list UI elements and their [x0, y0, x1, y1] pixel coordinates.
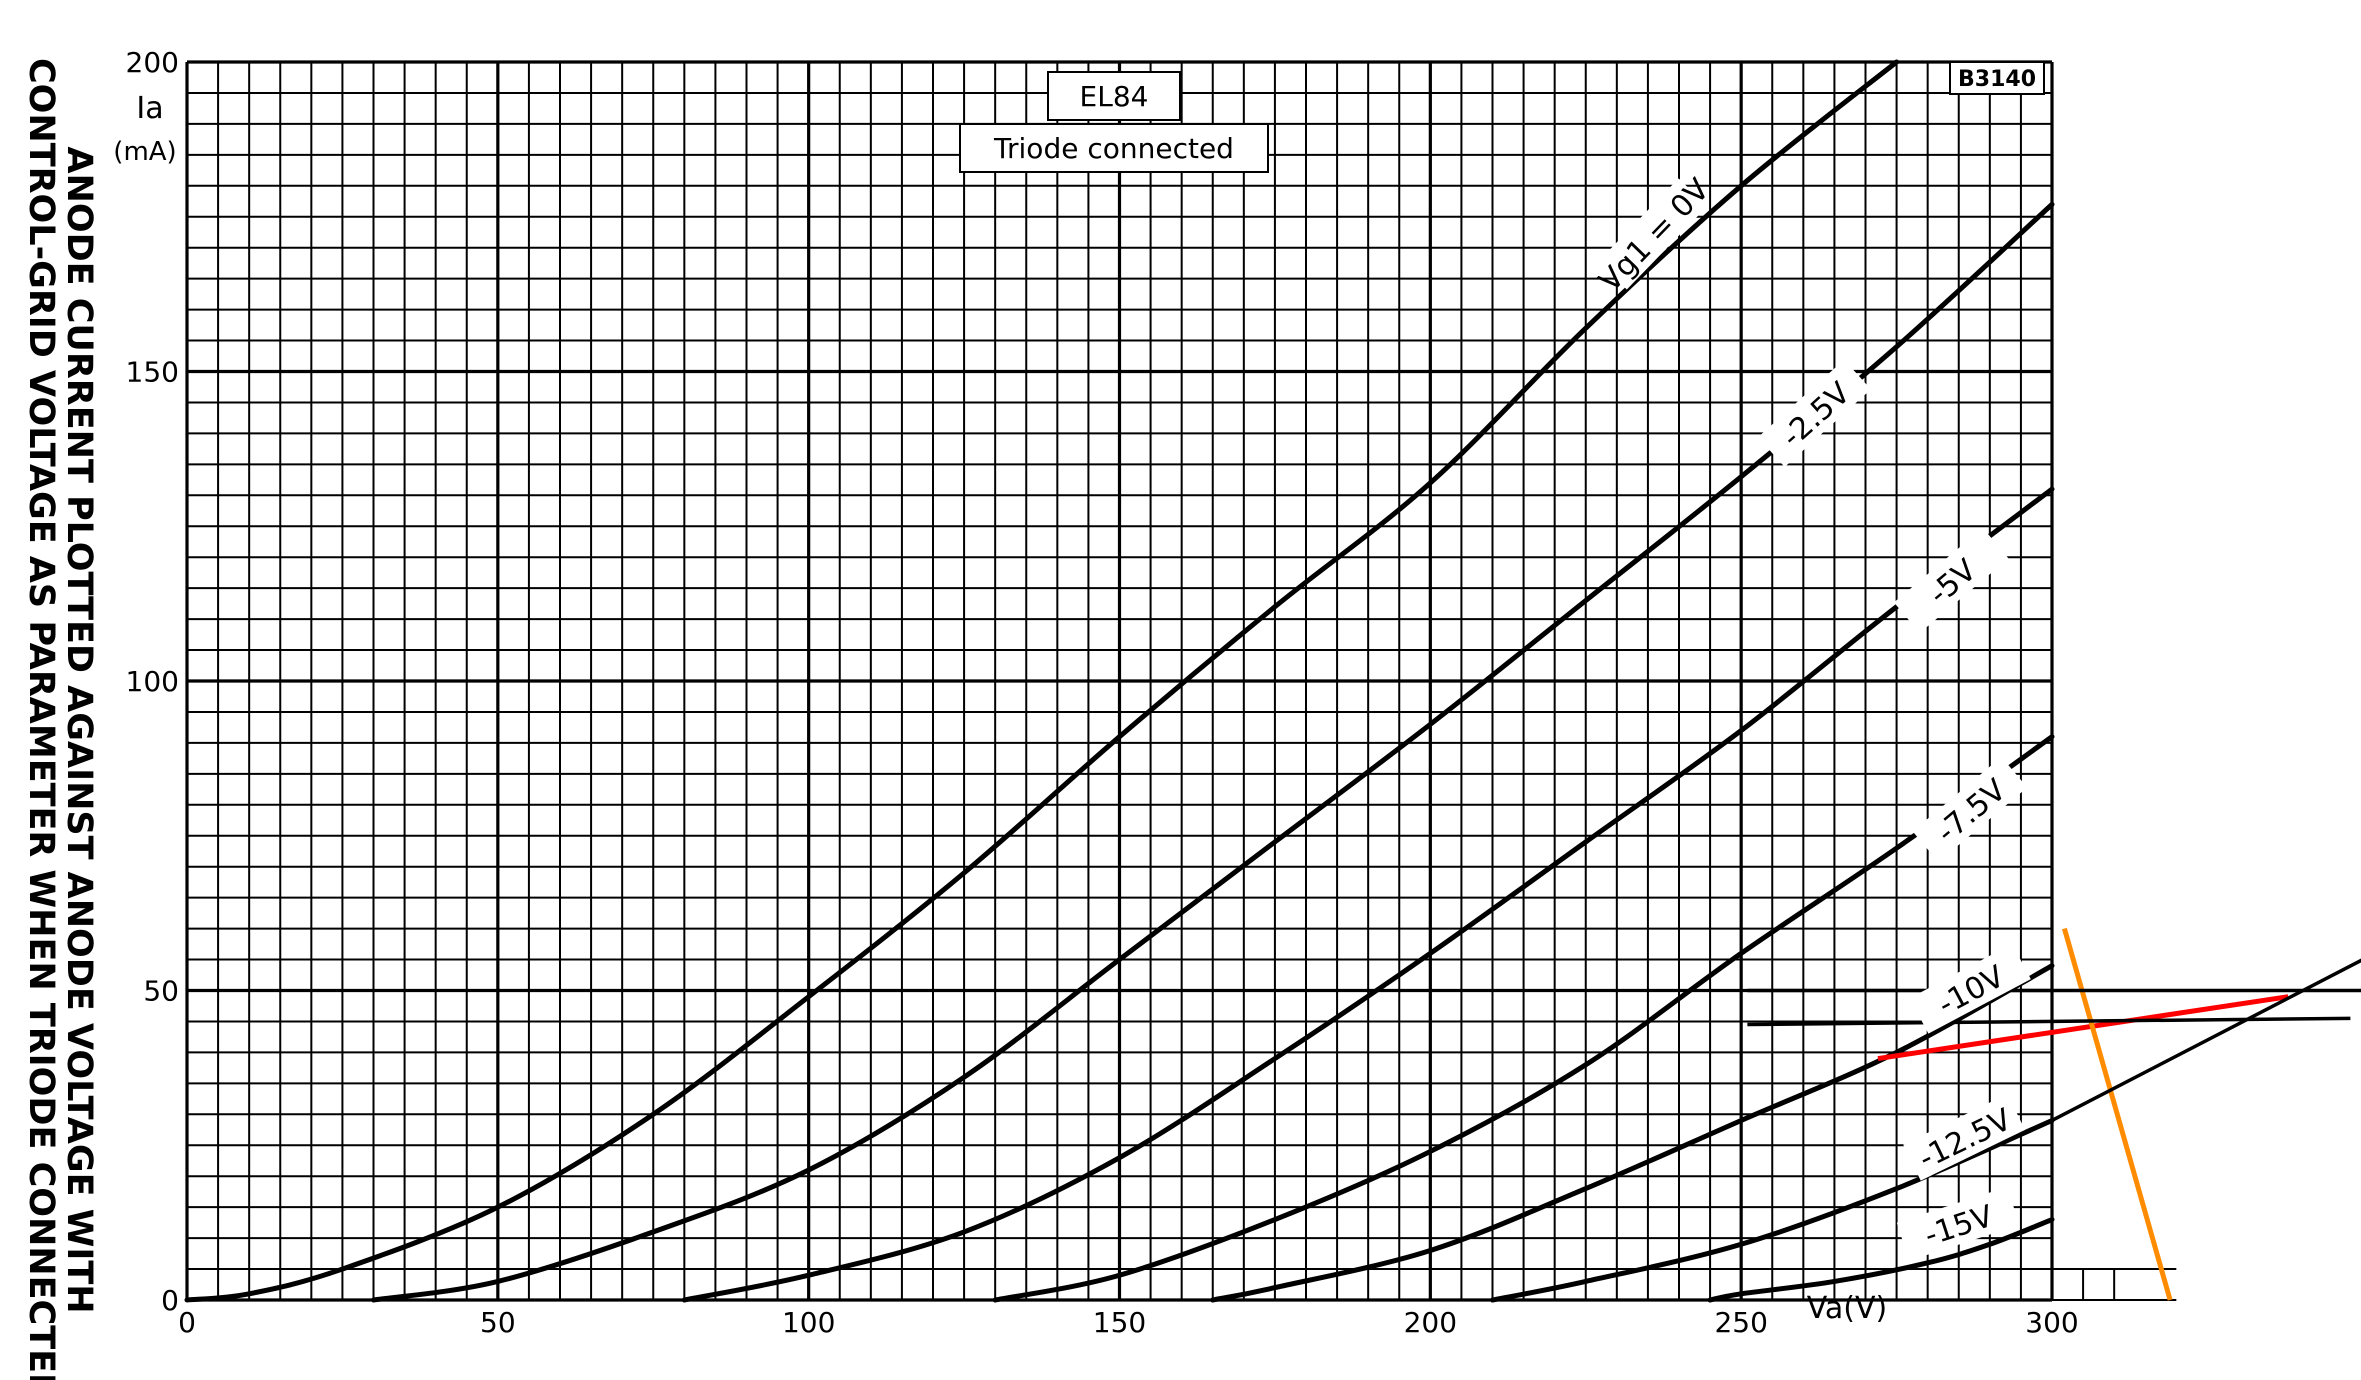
curve-labels: Vg1 = 0V-2.5V-5V-7.5V-10V-12.5V-15V	[1592, 172, 2031, 1261]
y-axis-label: Ia	[136, 91, 163, 126]
y-tick-label: 0	[161, 1284, 179, 1317]
x-axis-label: Va(V)	[1807, 1291, 1888, 1326]
curve-label-backdrop	[1893, 527, 2009, 634]
curve-label-backdrop	[1896, 1186, 2020, 1261]
side-title-line-1: ANODE CURRENT PLOTTED AGAINST ANODE VOLT…	[59, 146, 99, 1313]
curve-label-backdrop	[1909, 943, 2031, 1034]
chart-title: EL84	[1080, 80, 1149, 113]
tick-labels: 0 50 100 150 200 250 300 0 50 100 150 200	[126, 46, 2079, 1339]
x-tick-label: 300	[2025, 1306, 2078, 1339]
curve-group	[184, 59, 2055, 1303]
curve-label: Vg1 = 0V	[1592, 172, 1716, 299]
x-tick-label: 250	[1714, 1306, 1767, 1339]
figure-code: B3140	[1958, 67, 2036, 92]
annotation-lines	[1747, 927, 2361, 1301]
curve-label: -12.5V	[1913, 1102, 2017, 1177]
annotation-line-4	[1747, 1016, 2351, 1027]
curve-vg1-4	[1210, 963, 2055, 1303]
annotation-line-2	[2051, 958, 2361, 1123]
code-box: B3140	[1949, 61, 2045, 95]
side-title-line-2: CONTROL-GRID VOLTAGE AS PARAMETER WHEN T…	[21, 58, 61, 1380]
x-tick-label: 100	[782, 1306, 835, 1339]
code-frame	[1949, 61, 2045, 95]
subtitle-box: Triode connected	[959, 123, 1269, 173]
curve-vg1-0	[184, 59, 1900, 1303]
annotation-line-1	[2062, 927, 2173, 1301]
curve-vg1-6	[1707, 1217, 2055, 1303]
subtitle-frame	[959, 123, 1269, 173]
y-tick-label: 150	[126, 356, 179, 389]
side-title: ANODE CURRENT PLOTTED AGAINST ANODE VOLT…	[21, 58, 99, 1380]
x-tick-label: 50	[480, 1306, 516, 1339]
curve-vg1-2	[681, 486, 2055, 1303]
curve-vg1-5	[1490, 1117, 2055, 1303]
x-tick-label: 0	[178, 1306, 196, 1339]
curve-vg1-3	[992, 734, 2055, 1303]
y-tick-label: 100	[126, 665, 179, 698]
title-frame	[1047, 71, 1181, 121]
x-tick-label: 200	[1404, 1306, 1457, 1339]
x-tick-label: 150	[1093, 1306, 1146, 1339]
curve-label-backdrop	[1903, 1093, 2025, 1181]
title-box: EL84	[1047, 71, 1181, 121]
y-tick-label: 200	[126, 46, 179, 79]
chart-subtitle: Triode connected	[993, 132, 1234, 165]
curve-label-backdrop	[1912, 756, 2028, 863]
curve-label-backdrop	[1757, 359, 1871, 468]
annotation-line-0	[1877, 994, 2289, 1062]
y-tick-label: 50	[143, 975, 179, 1008]
plot-grid	[185, 60, 2177, 1302]
curve-label-backdrop	[1598, 178, 1708, 290]
y-axis-unit: (mA)	[113, 137, 176, 167]
